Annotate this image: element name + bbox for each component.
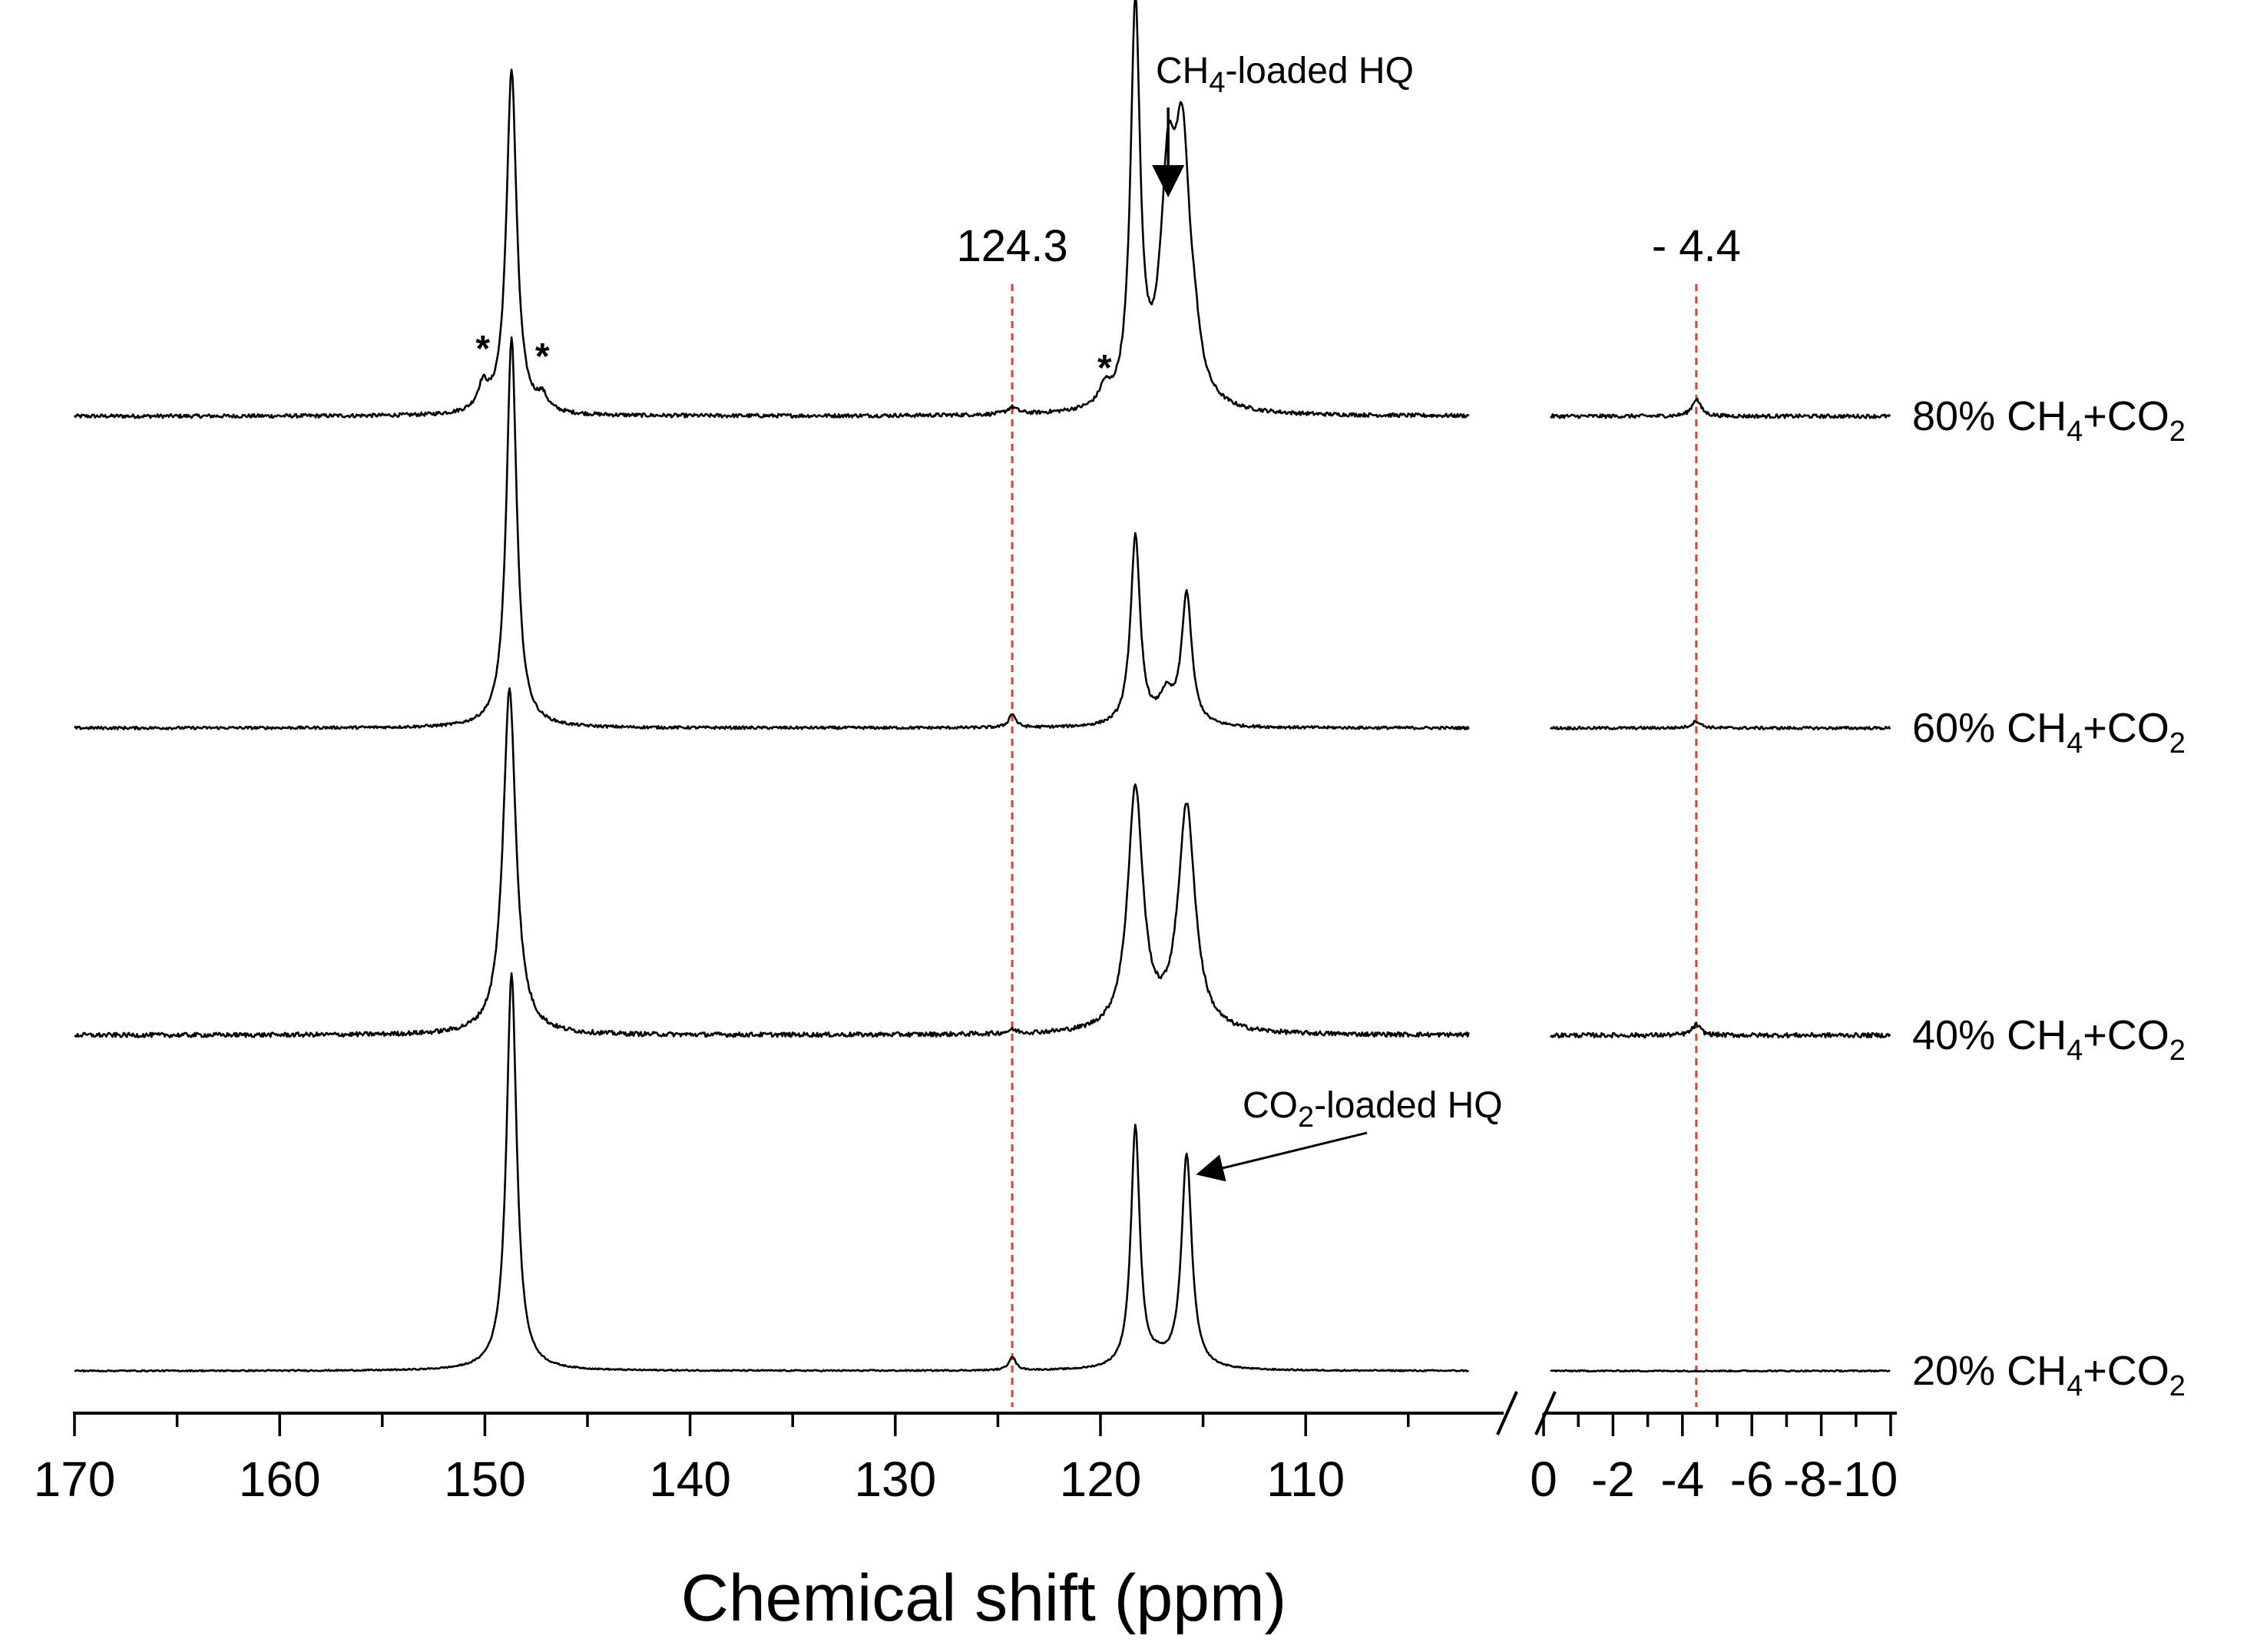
spectrum-trace-1-break — [1550, 720, 1891, 731]
spectrum-trace-0-main — [73, 0, 1470, 419]
annotation-ch4-loaded-hq: CH4-loaded HQ — [1156, 51, 1414, 99]
x-tick-label: 150 — [444, 1452, 526, 1507]
x-tick-label: -8-10 — [1783, 1452, 1898, 1507]
series-label-2: 40% CH4+CO2 — [1912, 1012, 2186, 1067]
annotation-arrow-co2 — [1196, 1131, 1368, 1182]
x-tick-label: -4 — [1660, 1452, 1704, 1507]
x-tick-label: -6 — [1730, 1452, 1774, 1507]
x-tick-label: 140 — [649, 1452, 731, 1507]
spectrum-trace-3-main — [74, 972, 1469, 1373]
reference-lines: 124.3 - 4.4 — [957, 221, 1741, 1407]
annotations: CH4-loaded HQ CO2-loaded HQ * * * — [475, 51, 1503, 1182]
series-label-3: 20% CH4+CO2 — [1912, 1348, 2186, 1402]
spinning-sideband-marker: * — [475, 329, 490, 369]
x-axis: 170 160 150 140 130 120 110 0 -2 -4 -6 -8-10 — [34, 1391, 1898, 1507]
reference-label-1: - 4.4 — [1652, 221, 1741, 271]
series-label-1: 60% CH4+CO2 — [1912, 705, 2186, 760]
x-tick-label: -2 — [1591, 1452, 1635, 1507]
series-labels: 80% CH4+CO2 60% CH4+CO2 40% CH4+CO2 20% CH4… — [1912, 393, 2186, 1402]
spectrum-trace-2-break — [1549, 1021, 1891, 1039]
x-axis-title: Chemical shift (ppm) — [681, 1561, 1287, 1635]
axis-break-mark-1 — [1496, 1391, 1518, 1435]
reference-label-0: 124.3 — [957, 221, 1068, 271]
spinning-sideband-marker: * — [1097, 348, 1112, 389]
annotation-co2-loaded-hq: CO2-loaded HQ — [1243, 1085, 1503, 1134]
spectrum-trace-3-break — [1550, 1369, 1891, 1373]
x-tick-label: 170 — [34, 1452, 116, 1507]
spinning-sideband-marker: * — [535, 336, 550, 377]
spectrum-trace-0-break — [1550, 397, 1891, 419]
x-tick-label: 110 — [1266, 1452, 1345, 1507]
spectrum-trace-2-main — [74, 687, 1470, 1038]
series-label-0: 80% CH4+CO2 — [1912, 393, 2186, 448]
spectrum-trace-1-main — [74, 336, 1470, 730]
x-tick-label: 120 — [1060, 1452, 1142, 1507]
x-tick-label: 130 — [854, 1452, 936, 1507]
x-tick-label: 0 — [1530, 1452, 1557, 1507]
spectra-traces — [73, 0, 1891, 1373]
x-tick-label: 160 — [239, 1452, 321, 1507]
axis-break-mark-2 — [1534, 1391, 1557, 1435]
